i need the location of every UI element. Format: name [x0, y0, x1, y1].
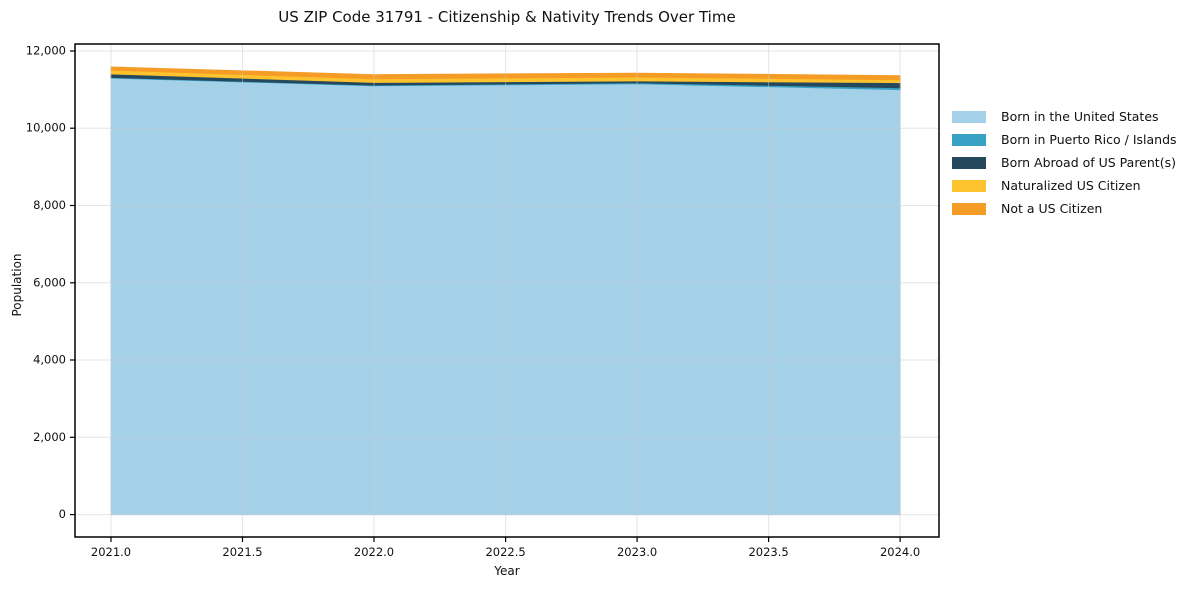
legend-label: Naturalized US Citizen [1001, 178, 1141, 193]
legend-label: Not a US Citizen [1001, 201, 1103, 216]
y-tick-label: 10,000 [26, 121, 66, 135]
legend-swatch [952, 179, 986, 192]
legend-swatch [952, 156, 986, 169]
legend-item: Born in Puerto Rico / Islands [952, 128, 1177, 151]
x-tick-label: 2021.0 [91, 545, 131, 559]
legend-swatch [952, 110, 986, 123]
legend-item: Naturalized US Citizen [952, 174, 1177, 197]
y-tick-label: 6,000 [33, 275, 66, 289]
x-tick-label: 2022.0 [354, 545, 394, 559]
legend-label: Born Abroad of US Parent(s) [1001, 155, 1176, 170]
chart-title: US ZIP Code 31791 - Citizenship & Nativi… [278, 8, 736, 26]
legend-label: Born in the United States [1001, 109, 1159, 124]
x-tick-label: 2022.5 [485, 545, 525, 559]
y-tick-label: 2,000 [33, 430, 66, 444]
legend-item: Born in the United States [952, 105, 1177, 128]
x-tick-label: 2023.0 [617, 545, 657, 559]
y-axis-label: Population [10, 253, 24, 317]
legend-swatch [952, 202, 986, 215]
y-tick-label: 4,000 [33, 353, 66, 367]
y-tick-label: 0 [59, 507, 66, 521]
plot-frame [74, 43, 940, 538]
legend-item: Born Abroad of US Parent(s) [952, 151, 1177, 174]
x-tick-label: 2021.5 [222, 545, 262, 559]
x-axis-label: Year [494, 564, 520, 578]
legend-label: Born in Puerto Rico / Islands [1001, 132, 1177, 147]
y-tick-label: 12,000 [26, 44, 66, 58]
legend: Born in the United States Born in Puerto … [952, 105, 1177, 220]
x-tick-label: 2024.0 [880, 545, 920, 559]
legend-item: Not a US Citizen [952, 197, 1177, 220]
legend-swatch [952, 133, 986, 146]
x-tick-label: 2023.5 [748, 545, 788, 559]
y-tick-label: 8,000 [33, 198, 66, 212]
